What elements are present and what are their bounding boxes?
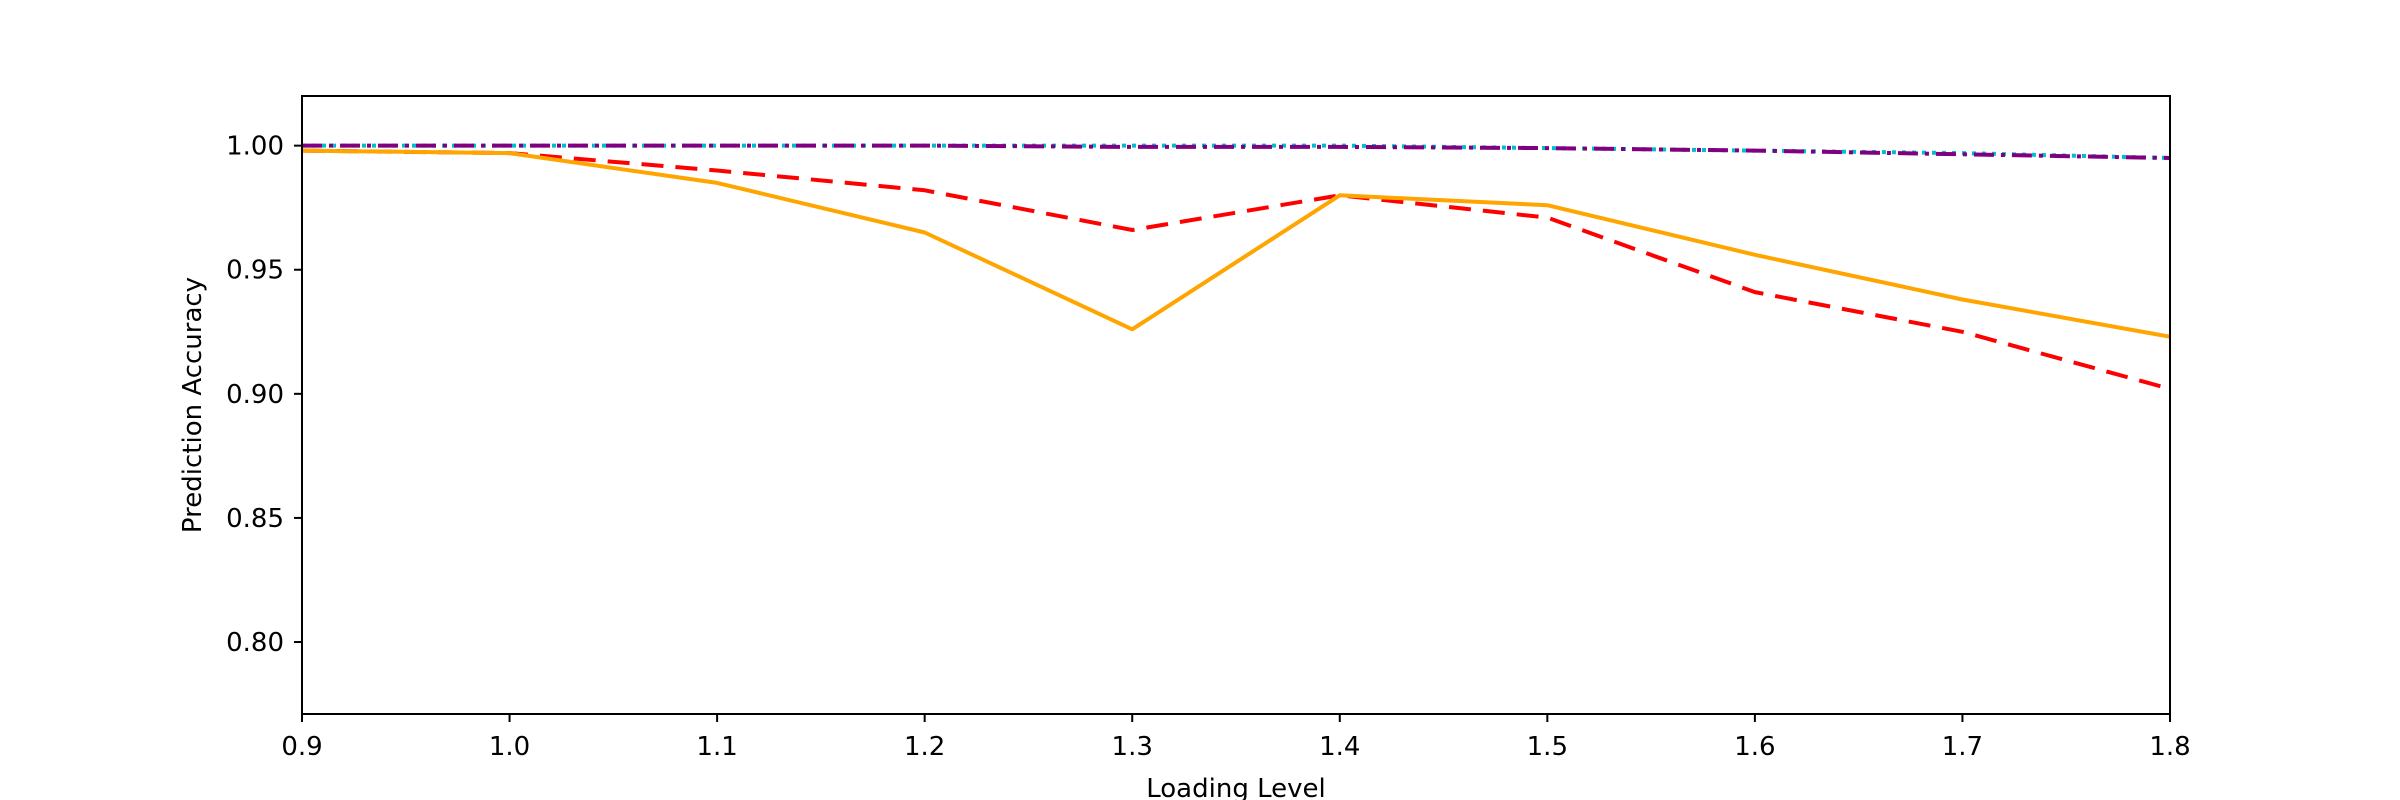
y-tick-label: 0.85 — [226, 504, 284, 534]
series-line-2 — [302, 143, 2171, 160]
x-tick-label: 1.0 — [489, 732, 530, 762]
y-tick-label: 0.80 — [226, 628, 284, 658]
plot-lines — [301, 143, 2171, 391]
y-axis-ticks: 0.80 0.85 0.90 0.95 1.00 — [226, 132, 302, 658]
x-tick-label: 1.7 — [1942, 732, 1983, 762]
plot-frame — [301, 95, 2171, 715]
series-line-4 — [301, 148, 2171, 339]
y-tick-label: 0.90 — [226, 380, 284, 410]
x-tick-label: 1.6 — [1734, 732, 1775, 762]
x-axis-title: Loading Level — [1146, 774, 1325, 800]
y-axis-title: Prediction Accuracy — [178, 277, 208, 533]
y-tick-label: 0.95 — [226, 256, 284, 286]
series-line-3 — [301, 148, 2171, 391]
x-tick-label: 1.1 — [696, 732, 737, 762]
y-tick-label: 1.00 — [226, 132, 284, 162]
x-tick-label: 1.2 — [904, 732, 945, 762]
x-tick-label: 1.3 — [1112, 732, 1153, 762]
x-axis-ticks: 0.9 1.0 1.1 1.2 1.3 1.4 1.5 1.6 1.7 1.8 — [281, 714, 2191, 762]
x-tick-label: 1.5 — [1527, 732, 1568, 762]
x-tick-label: 1.4 — [1319, 732, 1360, 762]
x-tick-label: 1.8 — [2149, 732, 2190, 762]
x-tick-label: 0.9 — [281, 732, 322, 762]
